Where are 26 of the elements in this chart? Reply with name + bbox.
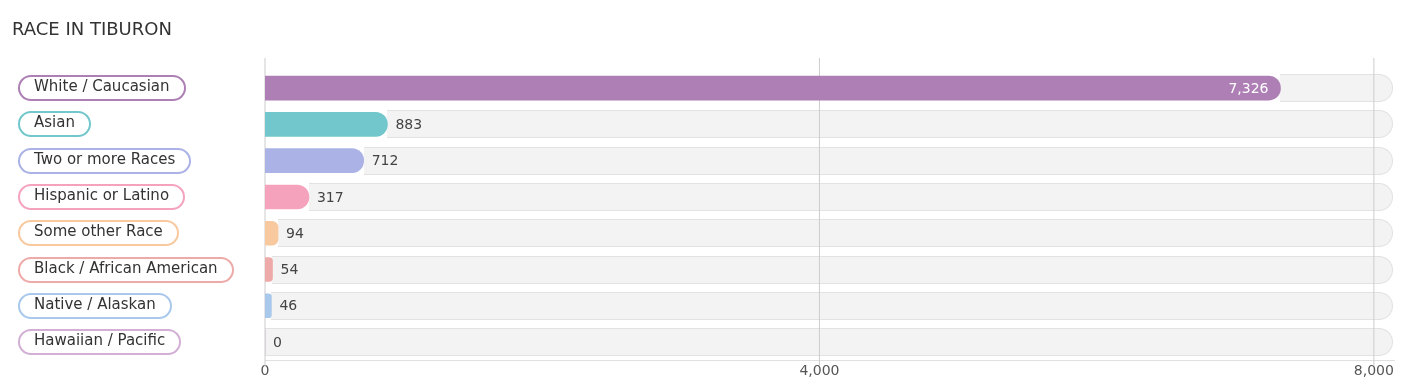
y-tick-label: Asian [18,111,91,138]
bar [265,184,310,210]
data-label: 7,326 [1228,79,1269,96]
bar [265,293,272,319]
data-label: 94 [286,224,304,241]
x-tick-label: 0 [260,362,270,379]
text: RACE IN TIBURON [12,18,172,39]
data-label: 0 [273,333,282,350]
data-label: 46 [279,297,298,314]
bar [265,257,273,282]
data-label: 317 [316,188,344,205]
data-label: 54 [280,261,299,278]
x-tick-label: 4,000 [799,362,840,379]
x-tick-label: 8,000 [1353,362,1394,379]
data-label: 712 [371,152,399,169]
y-tick-label: Native / Alaskan [18,292,172,319]
y-tick-label: Hispanic or Latino [18,183,186,210]
y-tick-label: White / Caucasian [18,75,186,102]
y-tick-label: Black / African American [18,256,234,283]
y-tick-label: Two or more Races [18,147,192,174]
y-tick-label: Some other Race [18,220,179,247]
y-tick-label: Hawaiian / Pacific [18,329,182,356]
bar [265,112,388,137]
bar [265,148,365,174]
data-label: 883 [395,116,423,133]
bar [265,220,279,246]
